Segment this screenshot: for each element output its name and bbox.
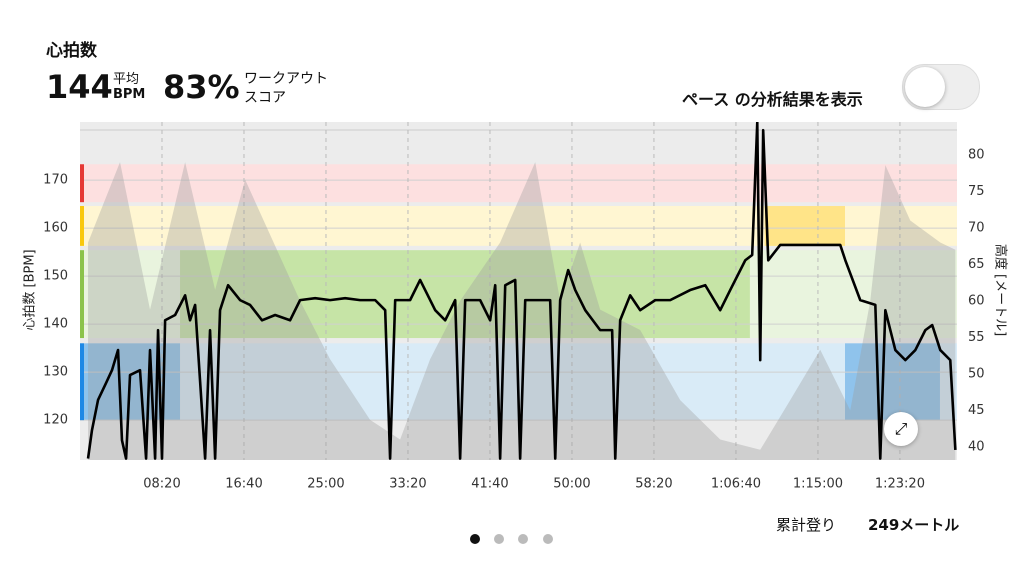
- zone-highlight: [80, 343, 181, 421]
- y2-axis-label: 高度 [メートル]: [993, 244, 1009, 336]
- y2-tick-label: 70: [968, 220, 985, 235]
- footer-label: 累計登り: [776, 516, 837, 534]
- avg-value: 144: [46, 68, 113, 106]
- score-value: 83%: [163, 68, 240, 106]
- zone-band: [80, 250, 957, 339]
- x-tick-label: 1:06:40: [711, 477, 761, 492]
- zone-band: [80, 206, 957, 246]
- score-label: ワークアウト: [244, 71, 328, 87]
- x-tick-label: 50:00: [553, 477, 590, 492]
- zone-highlight: [180, 250, 750, 339]
- x-tick-label: 16:40: [225, 477, 262, 492]
- y2-tick-label: 50: [968, 366, 985, 381]
- plot-background: [80, 122, 957, 460]
- y-tick-label: 170: [43, 173, 68, 188]
- y-tick-label: 140: [43, 317, 68, 332]
- page-dot[interactable]: [470, 534, 480, 544]
- y2-tick-label: 55: [968, 330, 985, 345]
- y-tick-label: 150: [43, 269, 68, 284]
- page-dot[interactable]: [494, 534, 504, 544]
- heart-rate-line: [86, 122, 957, 460]
- toggle-label: ペース の分析結果を表示: [682, 90, 863, 109]
- x-tick-label: 08:20: [143, 477, 180, 492]
- y2-tick-label: 65: [968, 257, 985, 272]
- y-tick-label: 120: [43, 413, 68, 428]
- y2-tick-label: 60: [968, 293, 985, 308]
- y2-tick-label: 40: [968, 439, 985, 454]
- toggle[interactable]: [902, 64, 980, 110]
- y-axis-label: 心拍数 [BPM]: [23, 249, 38, 330]
- score-label: スコア: [244, 90, 286, 106]
- y2-tick-label: 80: [968, 147, 985, 162]
- zone-highlight: [764, 206, 845, 246]
- avg-unit: BPM: [113, 87, 146, 102]
- page-dot[interactable]: [518, 534, 528, 544]
- zone-highlight: [844, 343, 940, 421]
- zone-band: [80, 343, 957, 421]
- elevation-area: [88, 162, 956, 460]
- x-tick-label: 41:40: [471, 477, 508, 492]
- x-tick-label: 25:00: [307, 477, 344, 492]
- x-tick-label: 58:20: [635, 477, 672, 492]
- page-dot[interactable]: [543, 534, 553, 544]
- expand-button[interactable]: ⤢: [884, 412, 918, 446]
- toggle-knob: [905, 67, 945, 107]
- y-tick-label: 160: [43, 221, 68, 236]
- x-tick-label: 1:15:00: [793, 477, 843, 492]
- x-tick-label: 1:23:20: [875, 477, 925, 492]
- title: 心拍数: [46, 41, 97, 61]
- zone-edge: [80, 206, 84, 246]
- zone-edge: [80, 250, 84, 339]
- y2-tick-label: 45: [968, 403, 985, 418]
- zone-edge: [80, 343, 84, 421]
- y-tick-label: 130: [43, 365, 68, 380]
- y2-tick-label: 75: [968, 184, 985, 199]
- zone-band: [80, 164, 957, 203]
- footer-value: 249メートル: [868, 516, 960, 534]
- x-tick-label: 33:20: [389, 477, 426, 492]
- avg-label: 平均: [113, 72, 140, 87]
- zone-edge: [80, 164, 84, 203]
